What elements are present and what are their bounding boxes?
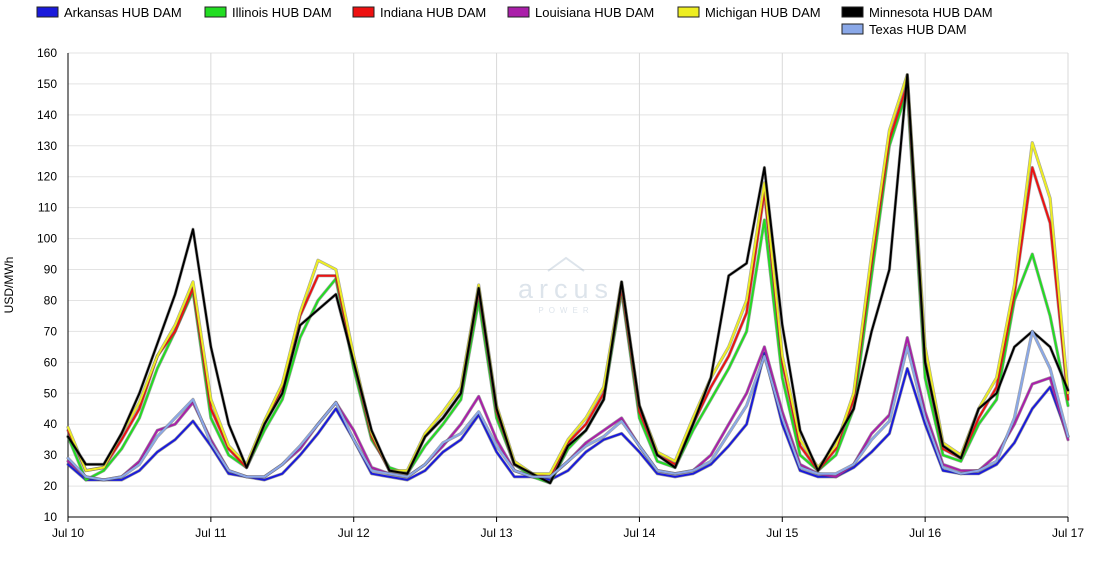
x-tick-label: Jul 14 <box>623 526 655 540</box>
x-tick-label: Jul 12 <box>338 526 370 540</box>
y-tick-label: 140 <box>37 108 57 122</box>
series-line-5 <box>67 73 1069 475</box>
legend-label: Minnesota HUB DAM <box>869 5 993 20</box>
legend-label: Louisiana HUB DAM <box>535 5 654 20</box>
legend-swatch <box>204 6 227 18</box>
series-line-7 <box>67 330 1069 481</box>
y-tick-label: 80 <box>44 293 58 307</box>
y-tick-label: 130 <box>37 139 57 153</box>
y-tick-label: 30 <box>44 448 58 462</box>
legend-swatch <box>352 6 375 18</box>
x-tick-label: Jul 10 <box>52 526 84 540</box>
y-tick-label: 100 <box>37 232 57 246</box>
legend-label: Michigan HUB DAM <box>705 5 821 20</box>
watermark-main: arcus <box>518 274 614 304</box>
watermark-sub: POWER <box>538 306 593 315</box>
watermark: arcus POWER <box>518 256 614 315</box>
x-tick-label: Jul 17 <box>1052 526 1084 540</box>
legend-swatch <box>36 6 59 18</box>
y-tick-label: 70 <box>44 324 58 338</box>
y-tick-label: 150 <box>37 77 57 91</box>
legend-label: Indiana HUB DAM <box>380 5 486 20</box>
x-tick-label: Jul 13 <box>481 526 513 540</box>
axes: 10 20 30 40 50 60 70 80 90 100 110 120 130 140 150 160 J… <box>37 46 1084 540</box>
legend-swatch <box>841 23 864 35</box>
legend-label: Illinois HUB DAM <box>232 5 332 20</box>
y-tick-label: 20 <box>44 479 58 493</box>
legend-swatch <box>841 6 864 18</box>
y-tick-label: 50 <box>44 386 58 400</box>
legend: Arkansas HUB DAM Illinois HUB DAM Indiana … <box>36 5 993 37</box>
y-tick-label: 110 <box>38 201 57 215</box>
legend-swatch <box>507 6 530 18</box>
y-tick-label: 60 <box>44 355 58 369</box>
series-line-6 <box>67 73 1069 484</box>
series-line-1 <box>67 352 1069 481</box>
y-tick-label: 90 <box>44 263 58 277</box>
x-tick-label: Jul 11 <box>195 526 226 540</box>
legend-swatch <box>677 6 700 18</box>
y-tick-label: 120 <box>37 170 57 184</box>
legend-label: Texas HUB DAM <box>869 22 967 37</box>
y-tick-label: 40 <box>44 417 58 431</box>
legend-label: Arkansas HUB DAM <box>64 5 182 20</box>
y-tick-label: 10 <box>44 510 58 524</box>
watermark-roof-icon <box>547 256 585 272</box>
y-axis-title: USD/MWh <box>2 257 16 314</box>
x-tick-label: Jul 15 <box>766 526 798 540</box>
y-tick-label: 160 <box>37 46 57 60</box>
series-lines <box>66 73 1070 485</box>
x-tick-label: Jul 16 <box>909 526 941 540</box>
